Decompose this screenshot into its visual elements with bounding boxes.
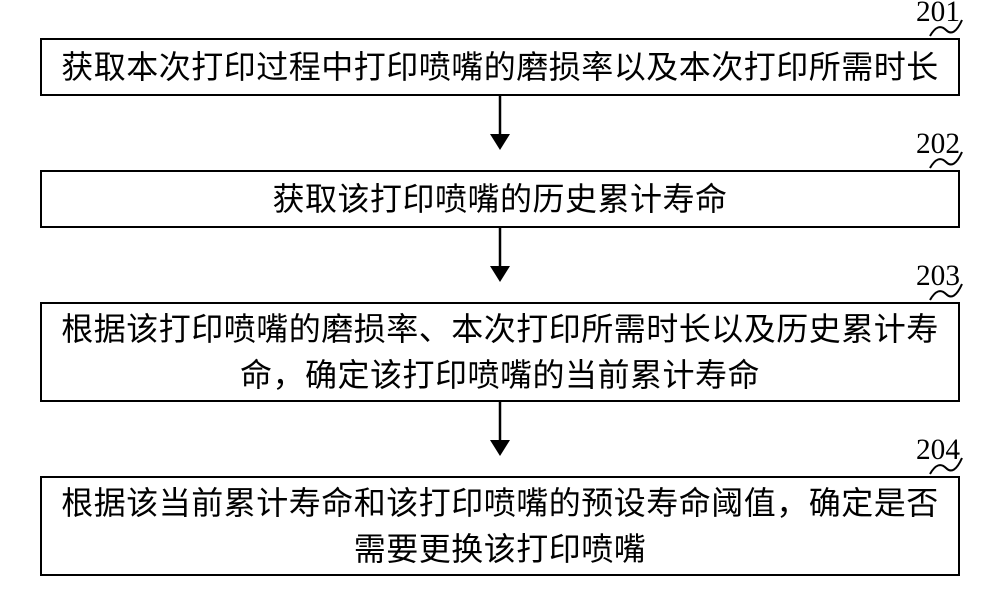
flow-arrow — [40, 96, 960, 150]
flow-arrow — [40, 402, 960, 456]
flow-step: 202 获取该打印喷嘴的历史累计寿命 — [40, 170, 960, 228]
step-squiggle — [928, 456, 966, 478]
step-squiggle — [928, 282, 966, 304]
flowchart-container: 201 获取本次打印过程中打印喷嘴的磨损率以及本次打印所需时长 202 获取该打… — [40, 18, 960, 576]
step-text: 根据该打印喷嘴的磨损率、本次打印所需时长以及历史累计寿命，确定该打印喷嘴的当前累… — [52, 306, 948, 399]
step-squiggle — [928, 150, 966, 172]
step-squiggle — [928, 18, 966, 40]
flow-step: 201 获取本次打印过程中打印喷嘴的磨损率以及本次打印所需时长 — [40, 38, 960, 96]
step-text: 获取该打印喷嘴的历史累计寿命 — [272, 176, 727, 222]
flow-step: 204 根据该当前累计寿命和该打印喷嘴的预设寿命阈值，确定是否需要更换该打印喷嘴 — [40, 476, 960, 576]
step-text: 获取本次打印过程中打印喷嘴的磨损率以及本次打印所需时长 — [61, 44, 939, 90]
step-text: 根据该当前累计寿命和该打印喷嘴的预设寿命阈值，确定是否需要更换该打印喷嘴 — [52, 480, 948, 573]
flow-step: 203 根据该打印喷嘴的磨损率、本次打印所需时长以及历史累计寿命，确定该打印喷嘴… — [40, 302, 960, 402]
flow-arrow — [40, 228, 960, 282]
